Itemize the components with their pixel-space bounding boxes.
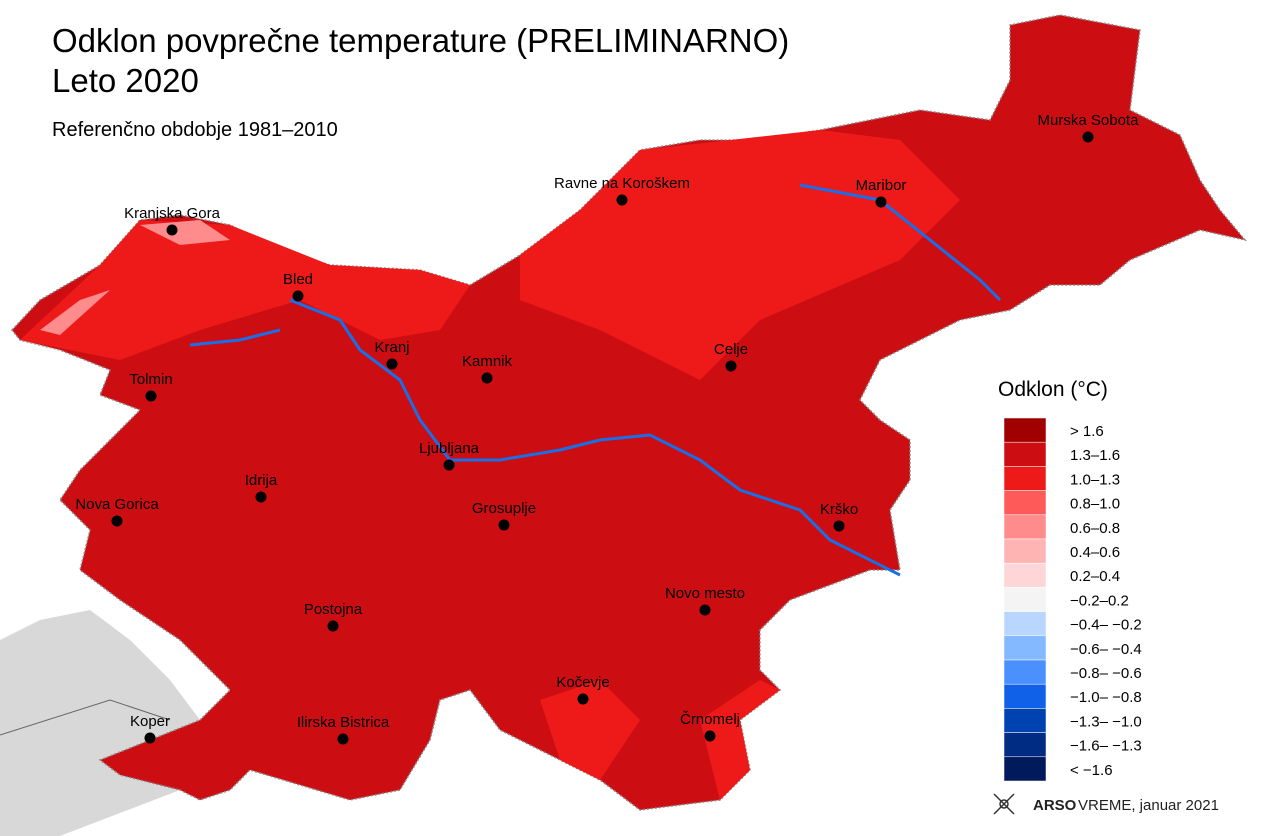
city-label: Grosuplje	[472, 500, 536, 517]
city-dot	[833, 520, 845, 532]
city-label: Črnomelj	[680, 711, 740, 728]
legend-swatch	[1003, 708, 1047, 733]
city-label: Ilirska Bistrica	[297, 714, 390, 731]
city-label: Celje	[714, 341, 748, 358]
city-label: Krško	[820, 501, 858, 518]
legend-swatch	[1003, 587, 1047, 612]
city-label: Kranj	[374, 339, 409, 356]
city-dot	[145, 390, 157, 402]
legend-swatch	[1003, 683, 1047, 709]
legend-label: −0.4– −0.2	[1070, 617, 1142, 634]
legend-label: −1.0– −0.8	[1070, 689, 1142, 706]
city-dot	[481, 372, 493, 384]
legend-label: 0.4–0.6	[1070, 544, 1120, 561]
city-label: Postojna	[304, 601, 363, 618]
mild-zone	[40, 220, 230, 335]
legend-swatch	[1003, 611, 1047, 637]
legend-label: −0.6– −0.4	[1070, 641, 1142, 658]
legend-label: 0.2–0.4	[1070, 568, 1120, 585]
legend-label: > 1.6	[1070, 423, 1104, 440]
title: Odklon povprečne temperature (PRELIMINAR…	[52, 22, 789, 59]
city-label: Kamnik	[462, 353, 513, 370]
legend-label: 0.6–0.8	[1070, 520, 1120, 537]
city-label: Koper	[130, 713, 170, 730]
legend-label: 1.0–1.3	[1070, 471, 1120, 488]
legend-swatch	[1003, 490, 1047, 516]
city-dot	[111, 515, 123, 527]
legend-label: −1.6– −1.3	[1070, 738, 1142, 755]
cities: Murska Sobota Ravne na Koroškem Maribor Kra…	[75, 112, 1139, 745]
city-label: Nova Gorica	[75, 496, 159, 513]
legend-swatch	[1003, 635, 1047, 661]
city-label: Murska Sobota	[1038, 112, 1140, 129]
warm-zone	[20, 130, 960, 800]
legend-swatch	[1003, 732, 1047, 758]
border-line	[0, 699, 171, 736]
legend-label: −0.2–0.2	[1070, 592, 1129, 609]
city-label: Ljubljana	[419, 440, 480, 457]
city-dot	[1082, 131, 1094, 143]
city-dot	[337, 733, 349, 745]
city-dot	[443, 459, 455, 471]
city-dot	[875, 196, 887, 208]
subtitle: Referenčno obdobje 1981–2010	[52, 119, 338, 141]
legend-swatch	[1003, 538, 1047, 564]
neighbor-land	[0, 610, 200, 836]
footer-brand: ARSO	[1033, 797, 1077, 814]
city-dot	[725, 360, 737, 372]
legend-swatch	[1003, 514, 1047, 540]
city-dot	[699, 604, 711, 616]
footer-text: VREME, januar 2021	[1078, 797, 1219, 814]
title-line2: Leto 2020	[52, 62, 199, 99]
legend-title: Odklon (°C)	[998, 378, 1108, 401]
logo	[993, 793, 1015, 815]
city-dot	[292, 290, 304, 302]
city-dot	[616, 194, 628, 206]
rivers	[189, 183, 1002, 577]
legend-label: −1.3– −1.0	[1070, 713, 1142, 730]
city-label: Idrija	[245, 472, 278, 489]
legend-swatch	[1003, 562, 1047, 588]
legend-label: 0.8–1.0	[1070, 496, 1120, 513]
legend-swatch	[1003, 756, 1047, 782]
city-dot	[144, 732, 156, 744]
city-dot	[327, 620, 339, 632]
legend-swatch	[1003, 417, 1047, 443]
city-label: Bled	[283, 271, 313, 288]
city-label: Tolmin	[129, 371, 172, 388]
city-dot	[704, 730, 716, 742]
city-label: Ravne na Koroškem	[554, 175, 690, 192]
legend-swatch	[1003, 659, 1047, 685]
city-dot	[498, 519, 510, 531]
legend: > 1.6 1.3–1.6 1.0–1.3 0.8–1.0 0.6–0.8 0.4–0.6…	[1003, 417, 1142, 782]
city-dot	[386, 358, 398, 370]
city-label: Maribor	[856, 177, 907, 194]
city-dot	[577, 693, 589, 705]
city-label: Kočevje	[556, 674, 609, 691]
city-label: Kranjska Gora	[124, 205, 221, 222]
legend-label: −0.8– −0.6	[1070, 665, 1142, 682]
city-label: Novo mesto	[665, 585, 745, 602]
legend-label: 1.3–1.6	[1070, 447, 1120, 464]
legend-swatch	[1003, 441, 1047, 467]
city-dot	[255, 491, 267, 503]
legend-swatch	[1003, 466, 1047, 491]
legend-label: < −1.6	[1070, 762, 1113, 779]
city-dot	[166, 224, 178, 236]
